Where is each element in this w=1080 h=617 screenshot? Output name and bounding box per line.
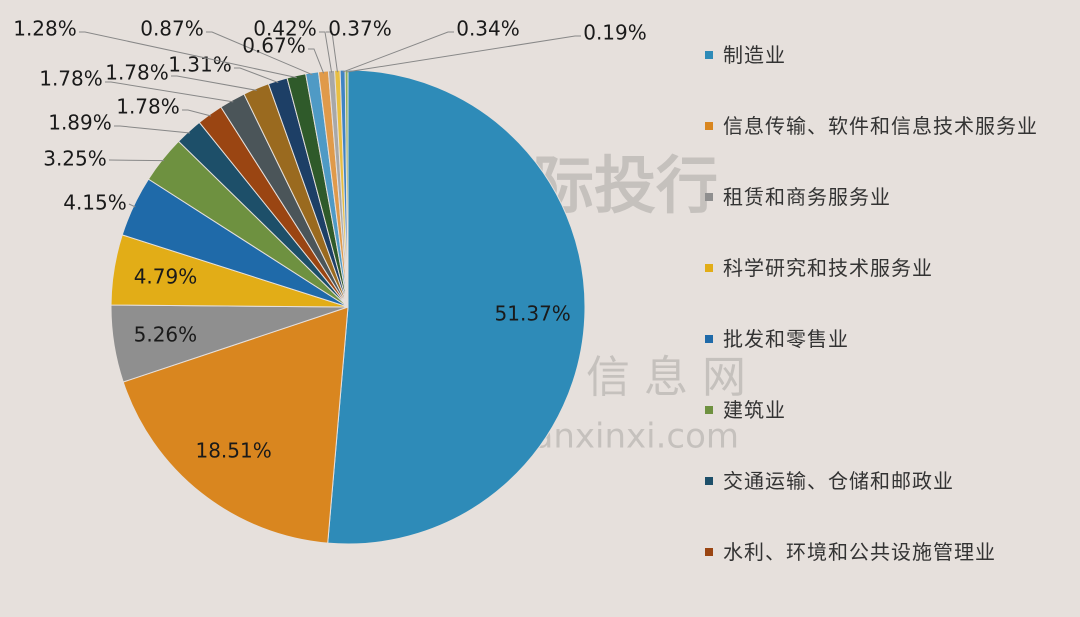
legend-item: 科学研究和技术服务业: [705, 253, 1055, 324]
leader-line: [182, 109, 212, 117]
data-label: 1.89%: [48, 111, 112, 135]
pie: [110, 69, 586, 545]
data-label: 0.87%: [140, 17, 204, 41]
leader-line: [114, 125, 191, 134]
data-label: 0.34%: [456, 17, 520, 41]
legend-item: 制造业: [705, 40, 1055, 111]
legend-item: 水利、环境和公共设施管理业: [705, 537, 1055, 608]
legend-swatch: [705, 477, 713, 485]
legend-item: 信息传输、软件和信息技术服务业: [705, 111, 1055, 182]
leader-line: [326, 31, 338, 73]
data-label: 1.78%: [39, 67, 103, 91]
leader-line: [342, 31, 454, 73]
data-label: 1.31%: [168, 53, 232, 77]
legend-item: 交通运输、仓储和邮政业: [705, 466, 1055, 537]
pie-slice: [327, 69, 586, 545]
leader-line: [105, 81, 234, 103]
data-label: 51.37%: [495, 301, 571, 325]
data-label: 0.67%: [242, 34, 306, 58]
legend-swatch: [705, 51, 713, 59]
legend-swatch: [705, 122, 713, 130]
data-label: 18.51%: [195, 439, 271, 463]
data-label: 1.78%: [105, 61, 169, 85]
data-label: 0.42%: [253, 17, 317, 41]
legend-label: 租赁和商务服务业: [723, 185, 891, 209]
legend-swatch: [705, 264, 713, 272]
legend-label: 制造业: [723, 43, 786, 67]
legend-swatch: [705, 548, 713, 556]
legend-label: 水利、环境和公共设施管理业: [723, 540, 996, 564]
legend-label: 科学研究和技术服务业: [723, 256, 933, 280]
legend-item: 建筑业: [705, 395, 1055, 466]
leader-line: [346, 35, 581, 73]
legend-label: 建筑业: [723, 398, 786, 422]
leader-line: [234, 67, 279, 84]
data-label: 1.78%: [116, 95, 180, 119]
leader-line: [319, 31, 333, 73]
leader-line: [206, 31, 313, 76]
leader-line: [128, 203, 136, 208]
data-label: 4.15%: [63, 191, 127, 215]
legend-swatch: [705, 193, 713, 201]
leader-line: [108, 159, 165, 162]
legend-label: 批发和零售业: [723, 327, 849, 351]
legend-swatch: [705, 406, 713, 414]
legend-swatch: [705, 335, 713, 343]
legend-item: 租赁和商务服务业: [705, 182, 1055, 253]
data-label: 1.28%: [13, 17, 77, 41]
leader-line: [79, 31, 297, 79]
pie-slice: [122, 306, 349, 544]
leader-line: [171, 75, 257, 91]
data-label: 5.26%: [134, 322, 198, 346]
data-label: 3.25%: [43, 147, 107, 171]
leader-line: [308, 48, 325, 74]
data-label: 0.37%: [328, 17, 392, 41]
legend: 制造业信息传输、软件和信息技术服务业 租赁和商务服务业科学研究和技术服务业 批发和零…: [705, 40, 1055, 608]
legend-item: 批发和零售业: [705, 324, 1055, 395]
legend-label: 交通运输、仓储和邮政业: [723, 469, 954, 493]
data-label: 0.19%: [583, 21, 647, 45]
legend-label: 信息传输、软件和信息技术服务业: [723, 114, 1038, 138]
data-label: 4.79%: [134, 264, 198, 288]
